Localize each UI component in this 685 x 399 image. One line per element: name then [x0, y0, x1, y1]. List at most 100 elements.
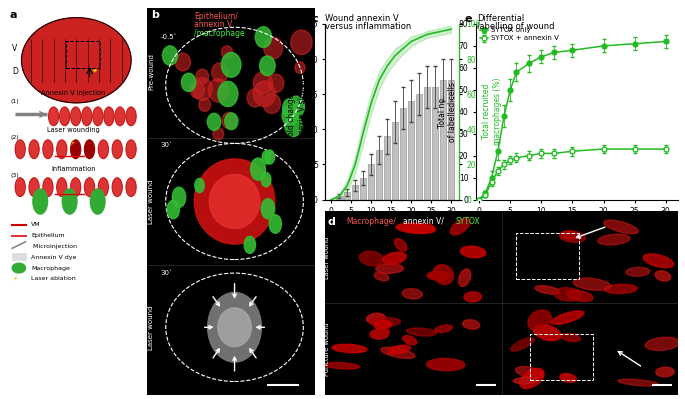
Text: -0.5`: -0.5`	[161, 34, 178, 40]
Ellipse shape	[221, 46, 233, 59]
Ellipse shape	[460, 246, 486, 258]
Text: 30`: 30`	[161, 142, 173, 148]
Ellipse shape	[213, 127, 224, 140]
Ellipse shape	[403, 336, 416, 345]
Ellipse shape	[71, 140, 81, 158]
Ellipse shape	[261, 199, 275, 219]
Ellipse shape	[264, 37, 283, 59]
Ellipse shape	[288, 96, 304, 117]
Text: VM: VM	[31, 222, 40, 227]
Y-axis label: Total no.
of labelled cells: Total no. of labelled cells	[438, 82, 458, 142]
Bar	[448, 80, 454, 200]
Ellipse shape	[15, 178, 25, 196]
Ellipse shape	[253, 81, 275, 107]
Ellipse shape	[459, 269, 471, 286]
Text: a: a	[10, 10, 17, 20]
Ellipse shape	[598, 234, 630, 245]
Ellipse shape	[285, 115, 302, 136]
Ellipse shape	[371, 328, 390, 338]
Bar	[516, 233, 580, 279]
Bar	[416, 94, 422, 200]
Ellipse shape	[57, 140, 67, 158]
Text: b: b	[151, 10, 158, 20]
Ellipse shape	[29, 178, 39, 196]
Ellipse shape	[43, 178, 53, 196]
Ellipse shape	[283, 99, 298, 118]
Text: 30`: 30`	[161, 270, 173, 276]
Text: D: D	[12, 67, 18, 76]
Ellipse shape	[253, 72, 273, 94]
Ellipse shape	[626, 267, 650, 276]
Text: Laser wounding: Laser wounding	[47, 127, 100, 133]
Text: Laser wound: Laser wound	[149, 179, 155, 224]
Ellipse shape	[251, 158, 265, 180]
Ellipse shape	[381, 347, 415, 358]
Ellipse shape	[374, 321, 392, 329]
Ellipse shape	[554, 288, 582, 301]
Legend: SYTOX only, SYTOX + annexin V: SYTOX only, SYTOX + annexin V	[479, 28, 558, 41]
Y-axis label: Fold change in
annexin V signal: Fold change in annexin V signal	[287, 80, 307, 144]
Text: annexin V: annexin V	[195, 20, 232, 30]
Text: ✦: ✦	[92, 68, 97, 74]
Ellipse shape	[462, 320, 480, 329]
Text: c: c	[312, 14, 319, 24]
Ellipse shape	[388, 345, 410, 354]
Ellipse shape	[195, 159, 275, 244]
Ellipse shape	[49, 107, 59, 126]
Bar	[368, 164, 375, 200]
Text: Inflammation: Inflammation	[51, 166, 96, 172]
Ellipse shape	[115, 107, 125, 126]
Bar	[384, 136, 390, 200]
Ellipse shape	[12, 263, 25, 273]
Ellipse shape	[112, 178, 122, 196]
Ellipse shape	[208, 113, 221, 130]
Text: Macrophage/: Macrophage/	[347, 217, 397, 226]
Text: d: d	[327, 217, 335, 227]
Text: Laser wound: Laser wound	[324, 236, 330, 279]
Ellipse shape	[560, 373, 576, 382]
Ellipse shape	[360, 251, 384, 266]
Text: (3): (3)	[11, 174, 20, 178]
X-axis label: Time (min): Time (min)	[369, 222, 415, 231]
Ellipse shape	[374, 273, 389, 281]
Ellipse shape	[573, 278, 611, 290]
Ellipse shape	[464, 292, 482, 302]
Ellipse shape	[325, 363, 360, 369]
Ellipse shape	[567, 290, 593, 302]
Bar	[336, 196, 342, 200]
Ellipse shape	[656, 367, 674, 377]
Ellipse shape	[182, 73, 196, 91]
Ellipse shape	[375, 264, 403, 273]
Bar	[440, 80, 446, 200]
Ellipse shape	[655, 271, 671, 281]
Ellipse shape	[244, 236, 256, 253]
Ellipse shape	[222, 112, 236, 129]
Text: versus inflammation: versus inflammation	[325, 22, 411, 31]
Ellipse shape	[534, 325, 561, 341]
Text: (1): (1)	[11, 99, 19, 104]
Ellipse shape	[190, 82, 205, 98]
Ellipse shape	[112, 140, 122, 158]
Ellipse shape	[290, 30, 312, 55]
Ellipse shape	[247, 89, 263, 107]
Ellipse shape	[126, 178, 136, 196]
Text: Laser ablation: Laser ablation	[31, 277, 75, 281]
Ellipse shape	[57, 178, 67, 196]
Ellipse shape	[263, 93, 280, 113]
Ellipse shape	[560, 231, 578, 239]
Ellipse shape	[427, 271, 450, 280]
Ellipse shape	[265, 150, 275, 164]
Ellipse shape	[210, 174, 260, 229]
Ellipse shape	[528, 310, 551, 331]
Ellipse shape	[643, 254, 674, 268]
X-axis label: Time (min): Time (min)	[554, 222, 600, 231]
Ellipse shape	[90, 189, 105, 214]
Ellipse shape	[162, 46, 177, 65]
Bar	[432, 87, 438, 200]
Text: Epithelium: Epithelium	[31, 233, 64, 238]
Bar	[352, 186, 358, 200]
Bar	[360, 178, 366, 200]
Ellipse shape	[33, 189, 47, 214]
Text: (2): (2)	[11, 135, 20, 140]
Ellipse shape	[433, 265, 453, 284]
